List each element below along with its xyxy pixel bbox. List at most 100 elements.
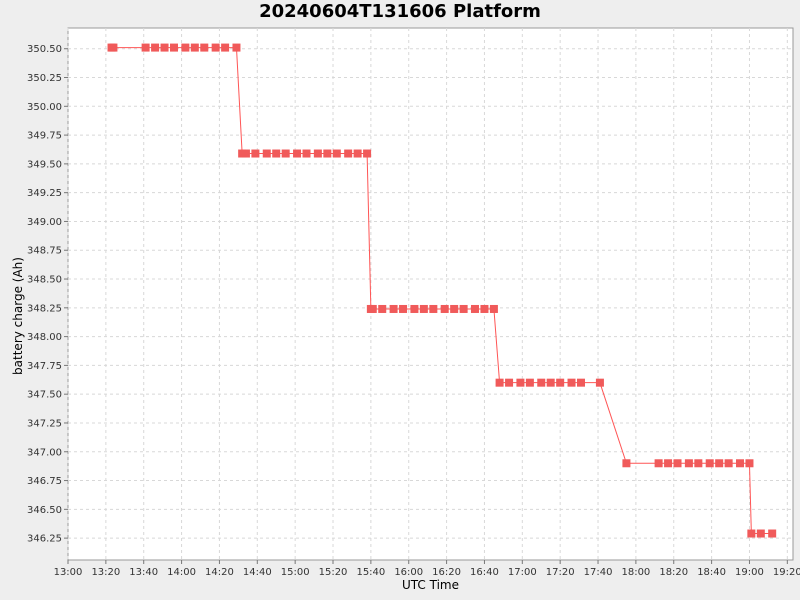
axis-layer: 13:00 13:20 13:40 14:00 14:20 14:40 15:00 15:20… [27,44,800,578]
data-point-marker [747,529,756,538]
x-tick-label: 18:20 [659,567,688,578]
y-tick-label: 348.00 [27,332,62,343]
y-tick-label: 350.25 [27,73,62,84]
data-point-marker [715,459,724,468]
data-point-marker [664,459,673,468]
data-point-marker [200,43,209,52]
data-point-marker [450,304,459,313]
data-point-marker [429,304,438,313]
y-tick-label: 347.00 [27,447,62,458]
data-point-marker [505,378,514,387]
data-point-marker [440,304,449,313]
data-point-marker [151,43,160,52]
data-point-marker [756,529,765,538]
data-point-marker [272,149,281,158]
data-point-marker [736,459,744,468]
data-point-marker [170,43,179,52]
data-point-marker [705,459,714,468]
x-tick-label: 13:00 [54,567,83,578]
x-tick-label: 18:40 [697,567,726,578]
data-point-marker [389,304,398,313]
data-point-marker [537,378,546,387]
data-point-marker [546,378,555,387]
data-point-marker [399,304,408,313]
data-point-marker [160,43,169,52]
y-tick-label: 349.50 [27,159,62,170]
y-tick-label: 349.00 [27,217,62,228]
data-point-marker [281,149,290,158]
data-point-marker [556,378,565,387]
x-tick-label: 19:00 [735,567,764,578]
data-point-marker [419,304,428,313]
data-point-marker [495,378,504,387]
data-point-marker [673,459,682,468]
data-point-marker [595,378,604,387]
data-point-marker [232,43,241,52]
data-point-marker [332,149,341,158]
data-point-marker [353,149,362,158]
data-point-marker [694,459,703,468]
y-tick-label: 347.25 [27,418,62,429]
data-point-marker [480,304,489,313]
data-point-marker [489,304,498,313]
x-tick-label: 16:20 [432,567,461,578]
data-point-marker [684,459,693,468]
data-point-marker [368,304,377,313]
data-point-marker [262,149,271,158]
data-point-marker [181,43,190,52]
x-tick-label: 15:00 [281,567,310,578]
data-point-marker [313,149,322,158]
data-point-marker [363,149,372,158]
data-point-marker [141,43,150,52]
series-line [111,47,773,535]
data-point-marker [221,43,230,52]
x-tick-label: 14:40 [243,567,272,578]
y-tick-label: 349.25 [27,188,62,199]
data-point-marker [293,149,302,158]
data-point-marker [654,459,663,468]
data-point-marker [576,378,585,387]
x-tick-label: 18:00 [621,567,650,578]
y-tick-label: 349.75 [27,131,62,142]
x-tick-label: 16:00 [394,567,423,578]
data-point-marker [241,149,250,158]
x-tick-label: 13:40 [129,567,158,578]
x-tick-label: 14:20 [205,567,234,578]
data-point-marker [410,304,419,313]
series-layer [107,43,777,538]
data-point-marker [459,304,468,313]
x-tick-label: 15:40 [356,567,385,578]
data-point-marker [768,529,777,538]
data-point-marker [302,149,311,158]
y-tick-label: 350.00 [27,102,62,113]
x-axis-label: UTC Time [402,578,459,592]
data-point-marker [622,459,631,468]
y-tick-label: 346.75 [27,476,62,487]
y-tick-label: 348.75 [27,246,62,257]
data-point-marker [516,378,525,387]
data-point-marker [567,378,576,387]
data-point-marker [251,149,260,158]
data-point-marker [344,149,353,158]
data-point-marker [378,304,387,313]
y-tick-label: 346.25 [27,534,62,545]
data-point-marker [525,378,534,387]
x-tick-label: 17:40 [584,567,613,578]
x-tick-label: 17:20 [546,567,575,578]
y-tick-label: 348.25 [27,303,62,314]
x-tick-label: 14:00 [167,567,196,578]
data-point-marker [745,459,754,468]
plot-area [67,27,794,561]
data-point-marker [211,43,220,52]
data-point-marker [724,459,733,468]
y-tick-label: 348.50 [27,275,62,286]
y-tick-label: 347.50 [27,390,62,401]
data-point-marker [109,43,118,52]
x-tick-label: 16:40 [470,567,499,578]
data-point-marker [470,304,479,313]
y-tick-label: 347.75 [27,361,62,372]
x-tick-label: 17:00 [508,567,537,578]
grid-layer [67,28,793,560]
